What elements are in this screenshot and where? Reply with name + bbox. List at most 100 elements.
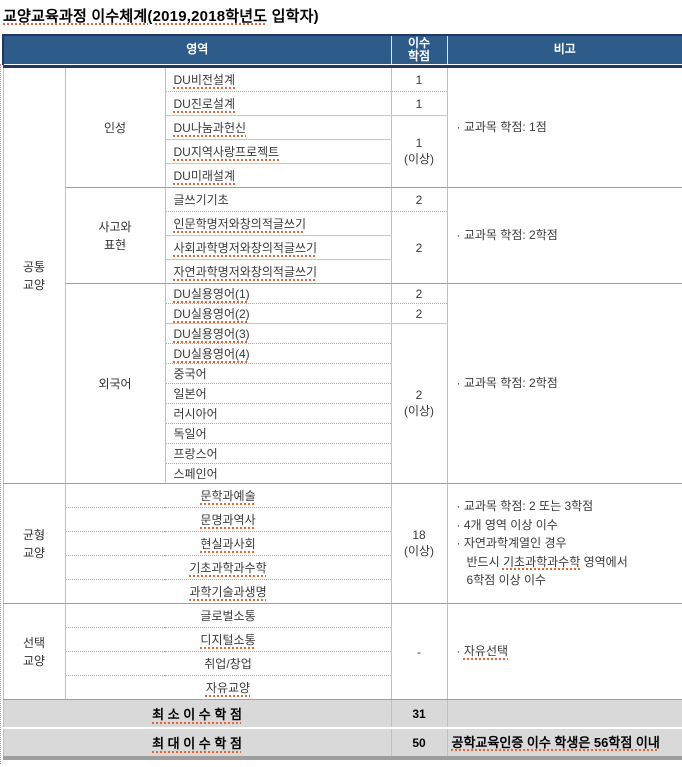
course-cell: DU실용영어(4) (164, 343, 392, 364)
subsection-label-thinking: 사고와 표현 (64, 187, 166, 284)
course-cell: 자유교양 (64, 675, 392, 700)
remark-line: · 교과목 학점: 2 또는 3학점 (456, 499, 594, 514)
credit-cell: 1 (390, 68, 448, 92)
course-name: DU지역사랑프로젝트 (173, 145, 280, 159)
course-name: 인문학명저와창의적글쓰기 (173, 217, 306, 231)
course-name: DU비전설계 (173, 73, 236, 87)
table-row: DU실용영어(4) (3, 343, 682, 364)
course-name: DU미래설계 (173, 169, 236, 183)
course-name: 독일어 (173, 427, 207, 441)
course-name: DU진로설계 (173, 97, 236, 111)
course-cell: 러시아어 (164, 403, 392, 424)
remark-cell-foreign: · 교과목 학점: 2학점 (446, 283, 682, 484)
table-row: 사고와 표현 글쓰기기초 2 · 교과목 학점: 2학점 (3, 187, 682, 284)
credit-cell: 2 (390, 187, 448, 212)
credit-cell: 2 (390, 283, 448, 304)
table-row: DU미래설계 (3, 163, 682, 188)
credit-merged-cell: - (390, 603, 448, 700)
course-cell: DU나눔과헌신 (164, 115, 392, 140)
remark-cell-personality: · 교과목 학점: 1점 (446, 68, 682, 188)
course-name: 취업/창업 (204, 657, 252, 671)
course-cell: 자연과학명저와창의적글쓰기 (164, 259, 392, 284)
min-credits-value: 31 (390, 699, 448, 729)
course-name: 자연과학명저와창의적글쓰기 (173, 265, 318, 279)
title-segment: 이수체계(2019,2018학년도 (87, 8, 268, 25)
table-row: DU진로설계 1 (3, 91, 682, 116)
min-credits-row: 최 소 이 수 학 점 31 (2, 699, 682, 729)
table-row: 사회과학명저와창의적글쓰기 (3, 235, 682, 260)
course-cell: DU진로설계 (164, 91, 392, 116)
max-credits-label: 최 대 이 수 학 점 (2, 728, 392, 760)
course-cell: 문명과역사 (64, 507, 392, 532)
course-name: 문명과역사 (200, 513, 256, 527)
min-credits-label: 최 소 이 수 학 점 (2, 699, 392, 729)
title-segment: 입학자) (267, 8, 319, 25)
max-credits-value: 50 (390, 728, 448, 760)
table-row: 일본어 (3, 383, 682, 404)
table-row: 선택 교양 글로벌소통 - · 자유선택 (2, 603, 682, 700)
remark-line: 6학점 이상 이수 (466, 573, 547, 588)
table-header-row: 영역 이수 학점 비고 (1, 34, 682, 65)
course-cell: 독일어 (164, 423, 392, 444)
course-cell: 취업/창업 (64, 651, 392, 676)
course-cell: 글로벌소통 (64, 603, 392, 628)
table-row: 균형 교양 문학과예술 18 (이상) · 교과목 학점: 2 또는 3학점 · 4… (2, 483, 682, 604)
course-cell: DU미래설계 (164, 163, 392, 188)
course-cell: DU실용영어(1) (164, 283, 392, 304)
page-title: 교양교육과정 이수체계(2019,2018학년도 입학자) (3, 5, 682, 26)
course-cell: 사회과학명저와창의적글쓰기 (164, 235, 392, 260)
table-row: 공통 교양 인성 DU비전설계 1 · 교과목 학점: 1점 (2, 68, 682, 484)
table-row: 현실과사회 (3, 531, 682, 556)
course-cell: DU실용영어(2) (164, 303, 392, 324)
course-name: 글로벌소통 (200, 609, 256, 623)
course-cell: 스페인어 (164, 463, 392, 484)
course-name: 문학과예술 (200, 489, 256, 503)
remark-column-header: 비고 (446, 34, 682, 65)
remark-cell-elective: · 자유선택 (446, 603, 682, 700)
course-name: DU실용영어(2) (173, 307, 250, 321)
title-segment: 교양교육과정 (3, 8, 88, 25)
table-row: 디지털소통 (3, 627, 682, 652)
course-cell: 중국어 (164, 363, 392, 384)
course-cell: 일본어 (164, 383, 392, 404)
table-row: DU나눔과헌신 1 (이상) (3, 115, 682, 188)
remark-line: · 자연과학계열인 경우 (456, 536, 567, 551)
table-row: 자유교양 (3, 675, 682, 700)
credit-merged-cell: 1 (이상) (390, 115, 448, 188)
credit-merged-cell: 18 (이상) (390, 483, 448, 604)
course-cell: 기초과학과수학 (64, 555, 392, 580)
credit-cell: 2 (390, 303, 448, 324)
course-name: 현실과사회 (200, 537, 256, 551)
group-label-elective: 선택 교양 (2, 603, 66, 700)
course-cell: 인문학명저와창의적글쓰기 (164, 211, 392, 236)
course-name: 글쓰기기초 (173, 193, 229, 207)
course-name: 기초과학과수학 (189, 561, 267, 575)
course-cell: DU비전설계 (164, 68, 392, 92)
credit-cell: 1 (390, 91, 448, 116)
course-name: 자유교양 (205, 681, 251, 695)
max-credits-row: 최 대 이 수 학 점 50 공학교육인증 이수 학생은 56학점 이내 (2, 728, 682, 760)
group-label-balance: 균형 교양 (2, 483, 66, 604)
credit-merged-cell: 2 (390, 211, 448, 284)
subsection-label-foreign: 외국어 (64, 283, 166, 484)
course-name: 중국어 (173, 367, 207, 381)
table-row: 러시아어 (3, 403, 682, 424)
subsection-label-personality: 인성 (64, 68, 166, 188)
table-row: 과학기술과생명 (3, 579, 682, 604)
credit-merged-cell: 2 (이상) (390, 323, 448, 484)
course-name: DU실용영어(3) (173, 327, 250, 341)
course-name: 디지털소통 (200, 633, 256, 647)
course-cell: 글쓰기기초 (164, 187, 392, 212)
table-row: 중국어 (3, 363, 682, 384)
course-cell: 프랑스어 (164, 443, 392, 464)
table-row: 외국어 DU실용영어(1) 2 · 교과목 학점: 2학점 (3, 283, 682, 484)
curriculum-table: 영역 이수 학점 비고 공통 교양 인성 DU비전설계 1 · 교과목 학점: 1점… (1, 34, 682, 760)
table-row: 프랑스어 (3, 443, 682, 464)
table-row: 자연과학명저와창의적글쓰기 (3, 259, 682, 284)
remark-text: 자유선택 (463, 644, 509, 659)
table-row: 독일어 (3, 423, 682, 444)
area-column-header: 영역 (1, 34, 392, 65)
table-row: DU실용영어(2) 2 (3, 303, 682, 324)
remark-line: 반드시 기초과학과수학 영역에서 (466, 554, 628, 569)
